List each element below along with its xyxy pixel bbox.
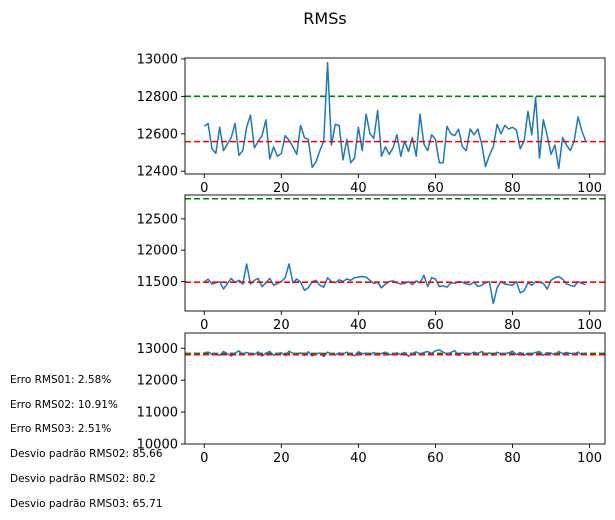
rms02-xtick-label: 0: [200, 318, 208, 333]
rms03-xtick-label: 80: [504, 451, 521, 466]
rms02-xtick-label: 80: [504, 318, 521, 333]
annotation-erro-rms01: Erro RMS01: 2.58%: [10, 374, 111, 386]
rms03-xtick-label: 60: [427, 451, 444, 466]
panel-rms02: 0 20 40 60 80 100 11500 12000 12500: [137, 194, 606, 333]
panel-rms03: 0 20 40 60 80 100 10000 11000 12000 13000: [137, 332, 606, 466]
rms01-ytick-label: 13000: [137, 52, 178, 67]
annotation-desvio-rms03: Desvio padrão RMS03: 65.71: [10, 498, 163, 510]
annotation-erro-rms02: Erro RMS02: 10.91%: [10, 399, 118, 411]
annotations-group: Erro RMS01: 2.58% Erro RMS02: 10.91% Err…: [10, 374, 163, 510]
rms01-ytick-label: 12400: [137, 165, 178, 180]
rms02-xtick-label: 20: [273, 318, 290, 333]
rms01-axes-frame: [184, 57, 606, 175]
rms03-xtick-label: 20: [273, 451, 290, 466]
rms01-xtick-label: 60: [427, 181, 444, 196]
rms01-xtick-label: 0: [200, 181, 208, 196]
rms03-xtick-label: 0: [200, 451, 208, 466]
rms02-xtick-label: 60: [427, 318, 444, 333]
rms01-xtick-label: 80: [504, 181, 521, 196]
rms01-xtick-label: 20: [273, 181, 290, 196]
rms02-ytick-label: 11500: [137, 275, 178, 290]
rms01-series-line: [203, 61, 587, 170]
rms03-ytick-label: 13000: [137, 342, 178, 357]
rms02-axes-frame: [184, 194, 606, 312]
annotation-desvio-rms02-b: Desvio padrão RMS02: 80.2: [10, 473, 156, 485]
rms03-xtick-label: 100: [577, 451, 602, 466]
panels-group: 0 20 40 60 80 100 12400 12600 12800 13000 0 20 40 60 8…: [137, 52, 606, 466]
chart-title: RMSs: [303, 9, 346, 28]
rms01-ytick-label: 12800: [137, 90, 178, 105]
rms02-ytick-label: 12500: [137, 212, 178, 227]
rms02-xtick-label: 40: [350, 318, 367, 333]
panel-rms01: 0 20 40 60 80 100 12400 12600 12800 13000: [137, 52, 606, 196]
annotation-desvio-rms02-a: Desvio padrão RMS02: 85.66: [10, 448, 163, 460]
rms03-ytick-label: 10000: [137, 438, 178, 453]
rms02-ytick-label: 12000: [137, 244, 178, 259]
rms01-xtick-label: 100: [577, 181, 602, 196]
rms01-ytick-label: 12600: [137, 127, 178, 142]
rms01-xtick-label: 40: [350, 181, 367, 196]
rms03-axes-frame: [184, 332, 606, 445]
rms03-ytick-label: 11000: [137, 406, 178, 421]
rms02-xtick-label: 100: [577, 318, 602, 333]
rms03-ytick-label: 12000: [137, 374, 178, 389]
rms03-xtick-label: 40: [350, 451, 367, 466]
rms02-series-line: [203, 263, 586, 305]
annotation-erro-rms03: Erro RMS03: 2.51%: [10, 423, 111, 435]
